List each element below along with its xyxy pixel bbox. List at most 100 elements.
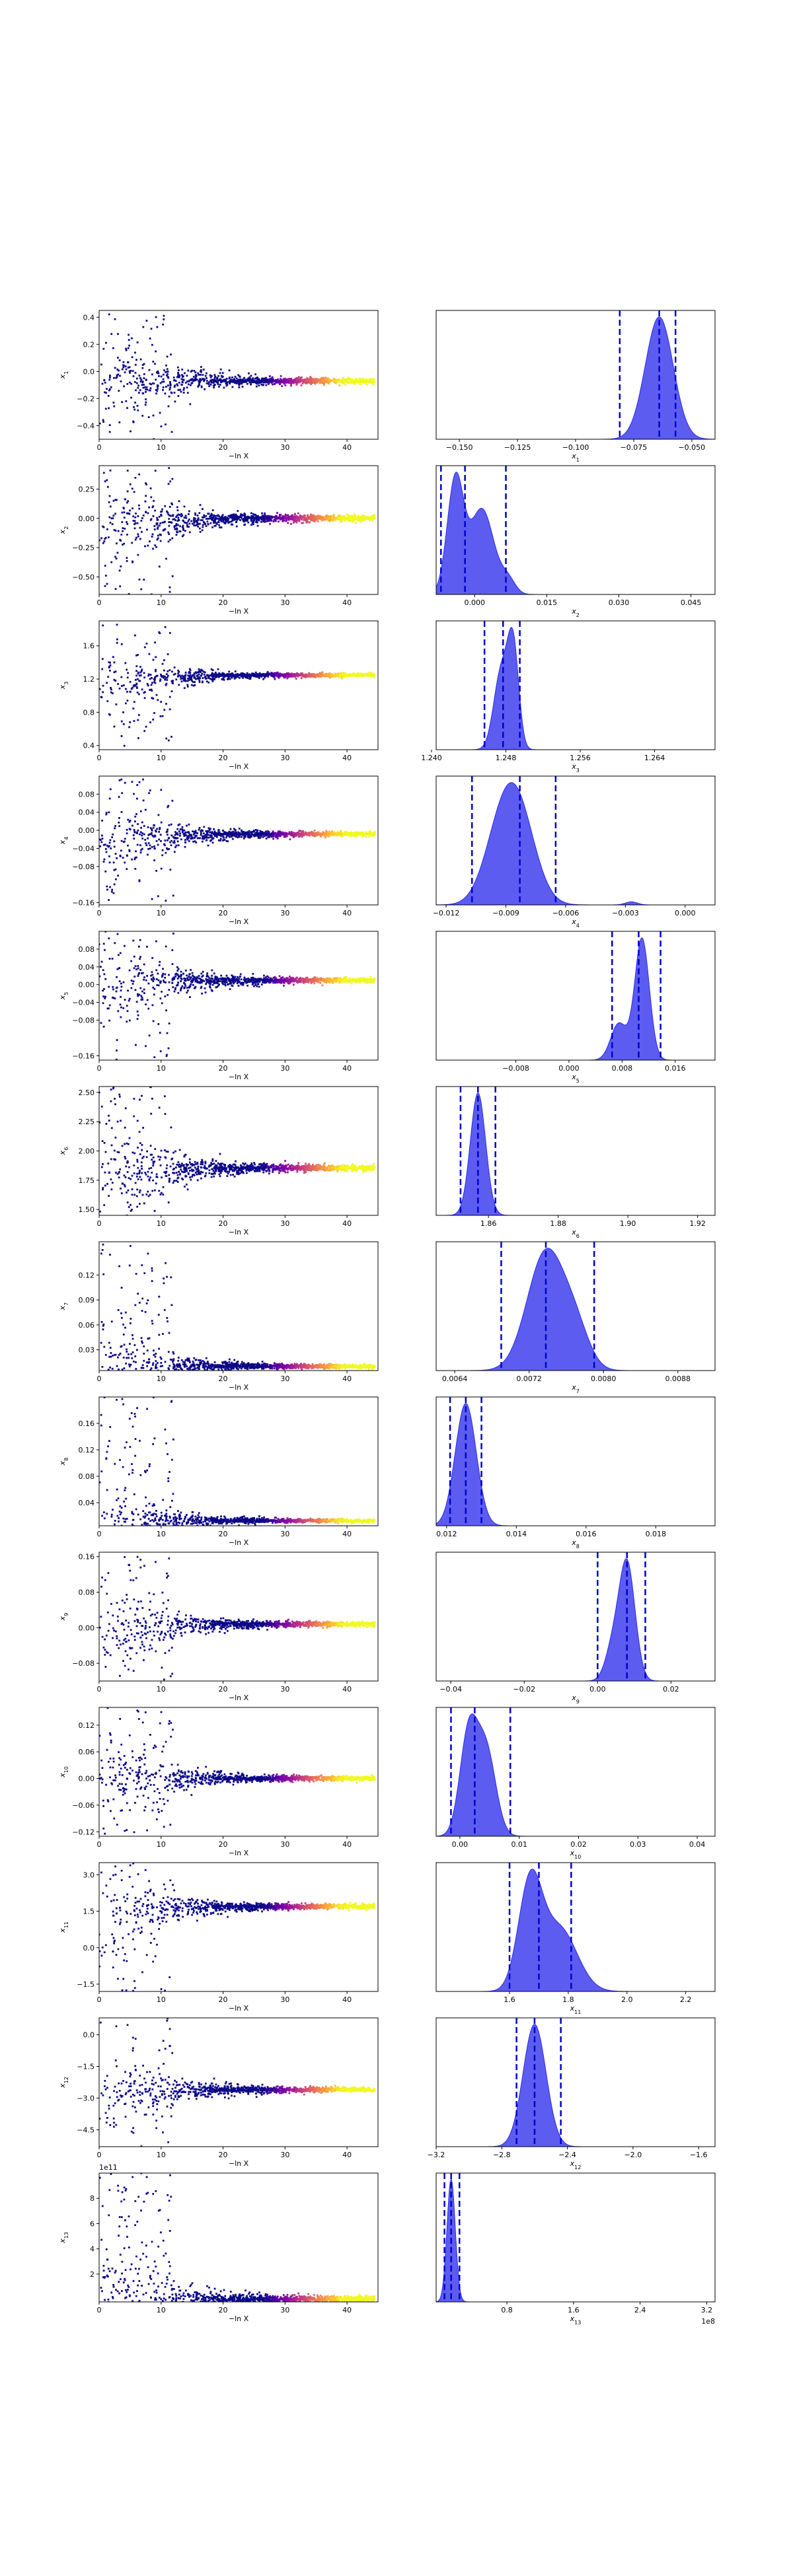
trace-point [209, 678, 211, 680]
trace-point [217, 379, 219, 382]
trace-point [373, 834, 375, 837]
trace-point [349, 674, 352, 676]
trace-point [138, 693, 140, 696]
trace-point [126, 512, 129, 515]
trace-point [217, 515, 219, 517]
trace-point [260, 519, 263, 521]
trace-point [186, 838, 189, 841]
trace-point [330, 833, 332, 836]
trace-point [219, 980, 221, 982]
trace-point [243, 380, 245, 383]
trace-point [222, 520, 225, 523]
trace-point [193, 673, 196, 676]
trace-point [278, 832, 280, 835]
trace-point [235, 515, 237, 518]
trace-point [124, 781, 126, 784]
trace-point [110, 890, 113, 893]
trace-point [125, 368, 128, 371]
trace-point [123, 542, 126, 545]
trace-point [241, 514, 243, 517]
trace-point [270, 515, 273, 518]
trace-point [257, 382, 260, 384]
trace-point [338, 672, 340, 675]
trace-point [256, 519, 258, 522]
trace-point [113, 883, 116, 886]
trace-point [149, 389, 151, 392]
trace-point [132, 834, 135, 836]
trace-point [178, 381, 180, 384]
trace-point [352, 673, 354, 676]
trace-point [309, 674, 312, 676]
trace-point [312, 378, 314, 380]
trace-point [125, 688, 127, 690]
trace-point [352, 834, 354, 836]
trace-point [212, 517, 214, 519]
trace-point [340, 836, 342, 838]
trace-point [295, 834, 297, 837]
trace-point [272, 378, 274, 380]
trace-point [120, 720, 123, 723]
trace-point [279, 383, 282, 385]
trace-point [352, 519, 355, 522]
trace-point [238, 836, 241, 838]
trace-point [198, 380, 200, 382]
trace-point [361, 674, 363, 676]
trace-point [181, 828, 184, 831]
trace-point [274, 517, 276, 519]
trace-xlabel: −ln X [229, 607, 249, 616]
trace-point [328, 520, 331, 522]
trace-point [256, 382, 258, 385]
trace-point [127, 347, 130, 349]
trace-point [270, 672, 272, 675]
trace-point [132, 824, 133, 827]
trace-point [323, 674, 326, 677]
trace-point [205, 830, 208, 832]
trace-point [114, 513, 116, 515]
trace-point [124, 861, 126, 864]
trace-point [286, 833, 289, 835]
trace-point [192, 834, 195, 836]
trace-point [369, 830, 371, 832]
trace-point [288, 382, 291, 384]
trace-point [348, 517, 351, 519]
trace-point [112, 833, 114, 836]
trace-point [209, 374, 211, 376]
trace-point [238, 828, 241, 830]
trace-point [180, 513, 182, 515]
trace-point [245, 674, 247, 677]
trace-point [150, 593, 153, 594]
trace-point [342, 672, 345, 674]
trace-point [323, 517, 325, 519]
trace-point [219, 838, 222, 840]
trace-point [179, 832, 181, 835]
trace-point [231, 831, 233, 834]
trace-point [248, 380, 250, 382]
trace-point [358, 834, 360, 836]
trace-point [163, 380, 165, 383]
trace-point [138, 880, 141, 882]
trace-point [167, 848, 169, 851]
trace-point [195, 841, 198, 843]
trace-point [328, 518, 330, 520]
trace-point [257, 674, 259, 676]
trace-point [159, 1050, 162, 1052]
trace-point [198, 827, 201, 829]
trace-point [198, 512, 201, 515]
trace-point [152, 976, 155, 979]
trace-point [296, 519, 299, 521]
trace-xtick-label: 30 [280, 443, 289, 452]
trace-point [215, 674, 217, 676]
trace-point [303, 381, 306, 384]
trace-point [198, 828, 200, 831]
trace-point [158, 524, 161, 527]
trace-point [138, 578, 141, 581]
trace-point [323, 378, 326, 380]
trace-point [328, 676, 331, 679]
trace-point [250, 524, 252, 526]
trace-point [198, 668, 200, 670]
trace-point [166, 510, 168, 513]
trace-point [193, 831, 196, 833]
trace-point [133, 406, 135, 408]
